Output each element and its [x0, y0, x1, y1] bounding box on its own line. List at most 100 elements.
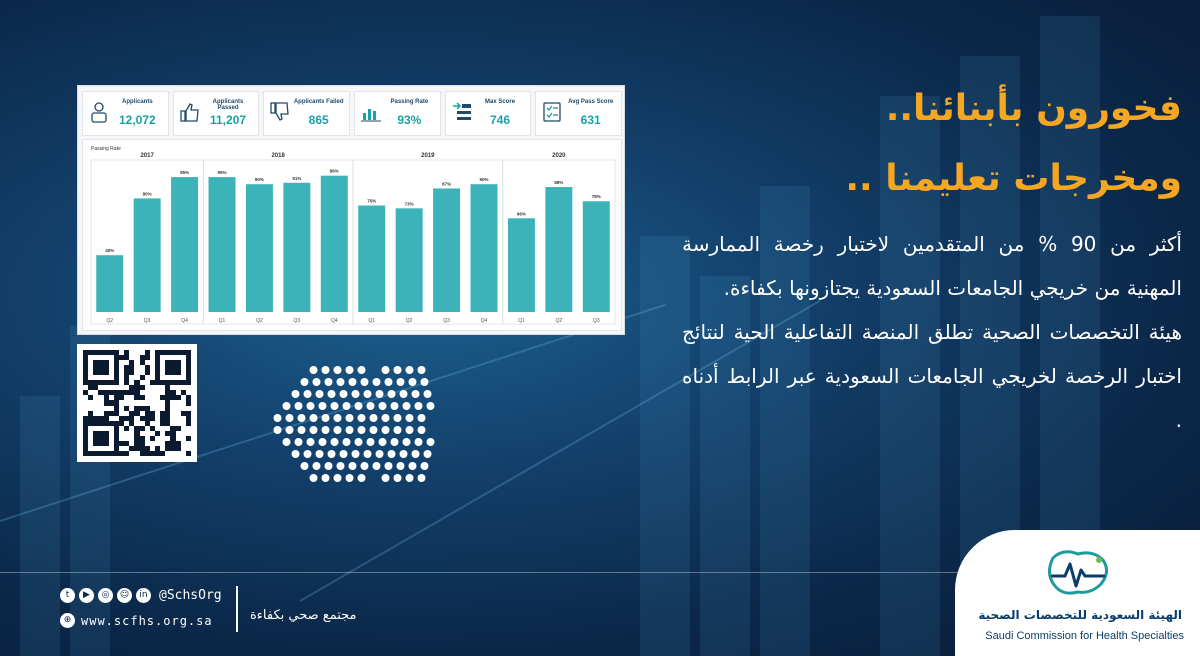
website-link[interactable]: ⊕ www.scfhs.org.sa — [60, 613, 213, 628]
list-arrow-icon — [452, 102, 471, 120]
chart-bar[interactable] — [395, 208, 423, 312]
x-tick-label: Q3 — [593, 318, 600, 324]
kpi-label: Max Score — [485, 99, 516, 105]
chart-bar[interactable] — [507, 218, 535, 312]
bar-value-label: 95% — [180, 170, 189, 175]
bar-value-label: 91% — [292, 176, 301, 181]
bar-value-label: 96% — [330, 169, 339, 174]
footer-vertical-divider — [236, 586, 238, 632]
chart-bar[interactable] — [545, 187, 573, 312]
bar-value-label: 73% — [405, 201, 414, 206]
bar-value-label: 88% — [554, 180, 563, 185]
slogan: مجتمع صحي بكفاءة — [250, 608, 357, 623]
kpi-value: 746 — [490, 113, 511, 127]
year-group-frame — [502, 159, 616, 325]
chart-title: Passing Rate — [91, 146, 121, 152]
kpi-label: Applicants Failed — [293, 99, 344, 105]
logo-card: الهيئة السعودية للتخصصات الصحية Saudi Co… — [955, 530, 1200, 656]
scfhs-logo-icon — [1048, 550, 1108, 595]
x-tick-label: Q3 — [144, 318, 151, 324]
headline-line-1: فخورون بأبنائنا.. — [885, 88, 1182, 129]
x-tick-label: Q1 — [368, 318, 375, 324]
kpi-label: Applicants Passed — [212, 99, 244, 111]
x-tick-label: Q4 — [481, 318, 488, 324]
footer-divider — [0, 572, 980, 573]
bar-value-label: 40% — [105, 248, 114, 253]
x-tick-label: Q4 — [181, 318, 188, 324]
kpi-label: Passing Rate — [390, 99, 429, 105]
kpi-value: 631 — [580, 113, 601, 127]
instagram-icon[interactable]: ◎ — [98, 588, 113, 603]
x-tick-label: Q2 — [256, 318, 263, 324]
chart-bar[interactable] — [582, 201, 610, 312]
bar-value-label: 80% — [143, 191, 152, 196]
social-handle[interactable]: @SchsOrg — [159, 588, 222, 603]
applicants-icon — [91, 102, 107, 123]
kpi-value: 865 — [308, 113, 329, 127]
chart-bar[interactable] — [358, 205, 386, 313]
logo-arabic-name: الهيئة السعودية للتخصصات الصحية — [978, 608, 1182, 622]
kpi-applicants-passed: Applicants Passed 11,207 — [172, 91, 260, 136]
chart-canvas: 2017 2018 2019 2020 40% Q2 80% Q3 95% Q4 95% Q1 90% Q… — [90, 153, 616, 325]
body-text: أكثر من 90 % من المتقدمين لاختبار رخصة ا… — [682, 222, 1182, 442]
chart-bar[interactable] — [245, 184, 273, 312]
thumbs-up-icon — [180, 103, 199, 122]
chart-bar[interactable] — [320, 175, 348, 312]
chart-bar[interactable] — [133, 198, 161, 312]
kpi-value: 11,207 — [209, 113, 247, 127]
x-tick-label: Q1 — [219, 318, 226, 324]
chart-bar[interactable] — [208, 177, 236, 312]
bar-chart-icon — [361, 109, 382, 122]
logo-english-name: Saudi Commission for Health Specialties — [985, 630, 1184, 642]
twitter-icon[interactable]: t — [60, 588, 75, 603]
x-tick-label: Q2 — [406, 318, 413, 324]
chart-bar[interactable] — [433, 188, 461, 312]
x-tick-label: Q3 — [443, 318, 450, 324]
snapchat-icon[interactable]: ☺ — [117, 588, 132, 603]
x-tick-label: Q4 — [331, 318, 338, 324]
passing-rate-chart: Passing Rate 2017 2018 2019 2020 40% Q2 80% Q3 9… — [82, 139, 622, 331]
kpi-passing-rate: Passing Rate 93% — [354, 91, 441, 136]
bar-value-label: 66% — [517, 211, 526, 216]
bar-value-label: 95% — [217, 170, 226, 175]
x-tick-label: Q2 — [556, 318, 563, 324]
chart-bar[interactable] — [283, 182, 311, 312]
kpi-applicants-failed: Applicants Failed 865 — [263, 91, 351, 136]
dot-pattern-logo — [273, 366, 435, 482]
x-tick-label: Q1 — [518, 318, 525, 324]
qr-pattern — [83, 350, 191, 456]
bar-value-label: 78% — [592, 194, 601, 199]
bar-value-label: 90% — [479, 177, 488, 182]
body-paragraph-1: أكثر من 90 % من المتقدمين لاختبار رخصة ا… — [682, 232, 1182, 300]
chart-bar[interactable] — [171, 177, 199, 312]
youtube-icon[interactable]: ▶ — [79, 588, 94, 603]
qr-code[interactable] — [77, 344, 197, 462]
year-label: 2017 — [140, 153, 154, 159]
kpi-avg-pass-score: Avg Pass Score 631 — [535, 91, 623, 136]
chart-bar[interactable] — [96, 255, 124, 312]
kpi-value: 12,072 — [118, 113, 156, 127]
bar-value-label: 90% — [255, 177, 264, 182]
bar-value-label: 75% — [367, 199, 376, 204]
checklist-icon — [543, 102, 562, 122]
globe-icon: ⊕ — [60, 613, 75, 628]
website-url[interactable]: www.scfhs.org.sa — [81, 613, 213, 628]
kpi-label: Applicants — [122, 99, 153, 105]
year-label: 2018 — [271, 153, 285, 159]
chart-bar[interactable] — [470, 184, 498, 312]
kpi-max-score: Max Score 746 — [444, 91, 532, 136]
kpi-value: 93% — [397, 113, 422, 127]
dashboard-screenshot: Applicants 12,072 Applicants Passed 11,2… — [77, 85, 625, 335]
thumbs-down-icon — [270, 102, 290, 121]
year-label: 2020 — [552, 153, 566, 159]
bar-value-label: 87% — [442, 181, 451, 186]
kpi-row: Applicants 12,072 Applicants Passed 11,2… — [82, 91, 623, 136]
x-tick-label: Q3 — [294, 318, 301, 324]
social-links: t ▶ ◎ ☺ in @SchsOrg — [60, 588, 222, 603]
body-paragraph-2: هيئة التخصصات الصحية تطلق المنصة التفاعل… — [682, 320, 1182, 432]
kpi-applicants: Applicants 12,072 — [82, 91, 169, 136]
year-label: 2019 — [421, 153, 435, 159]
linkedin-icon[interactable]: in — [136, 588, 151, 603]
x-tick-label: Q2 — [106, 318, 113, 324]
headline-line-2: ومخرجات تعليمنا .. — [845, 158, 1182, 199]
